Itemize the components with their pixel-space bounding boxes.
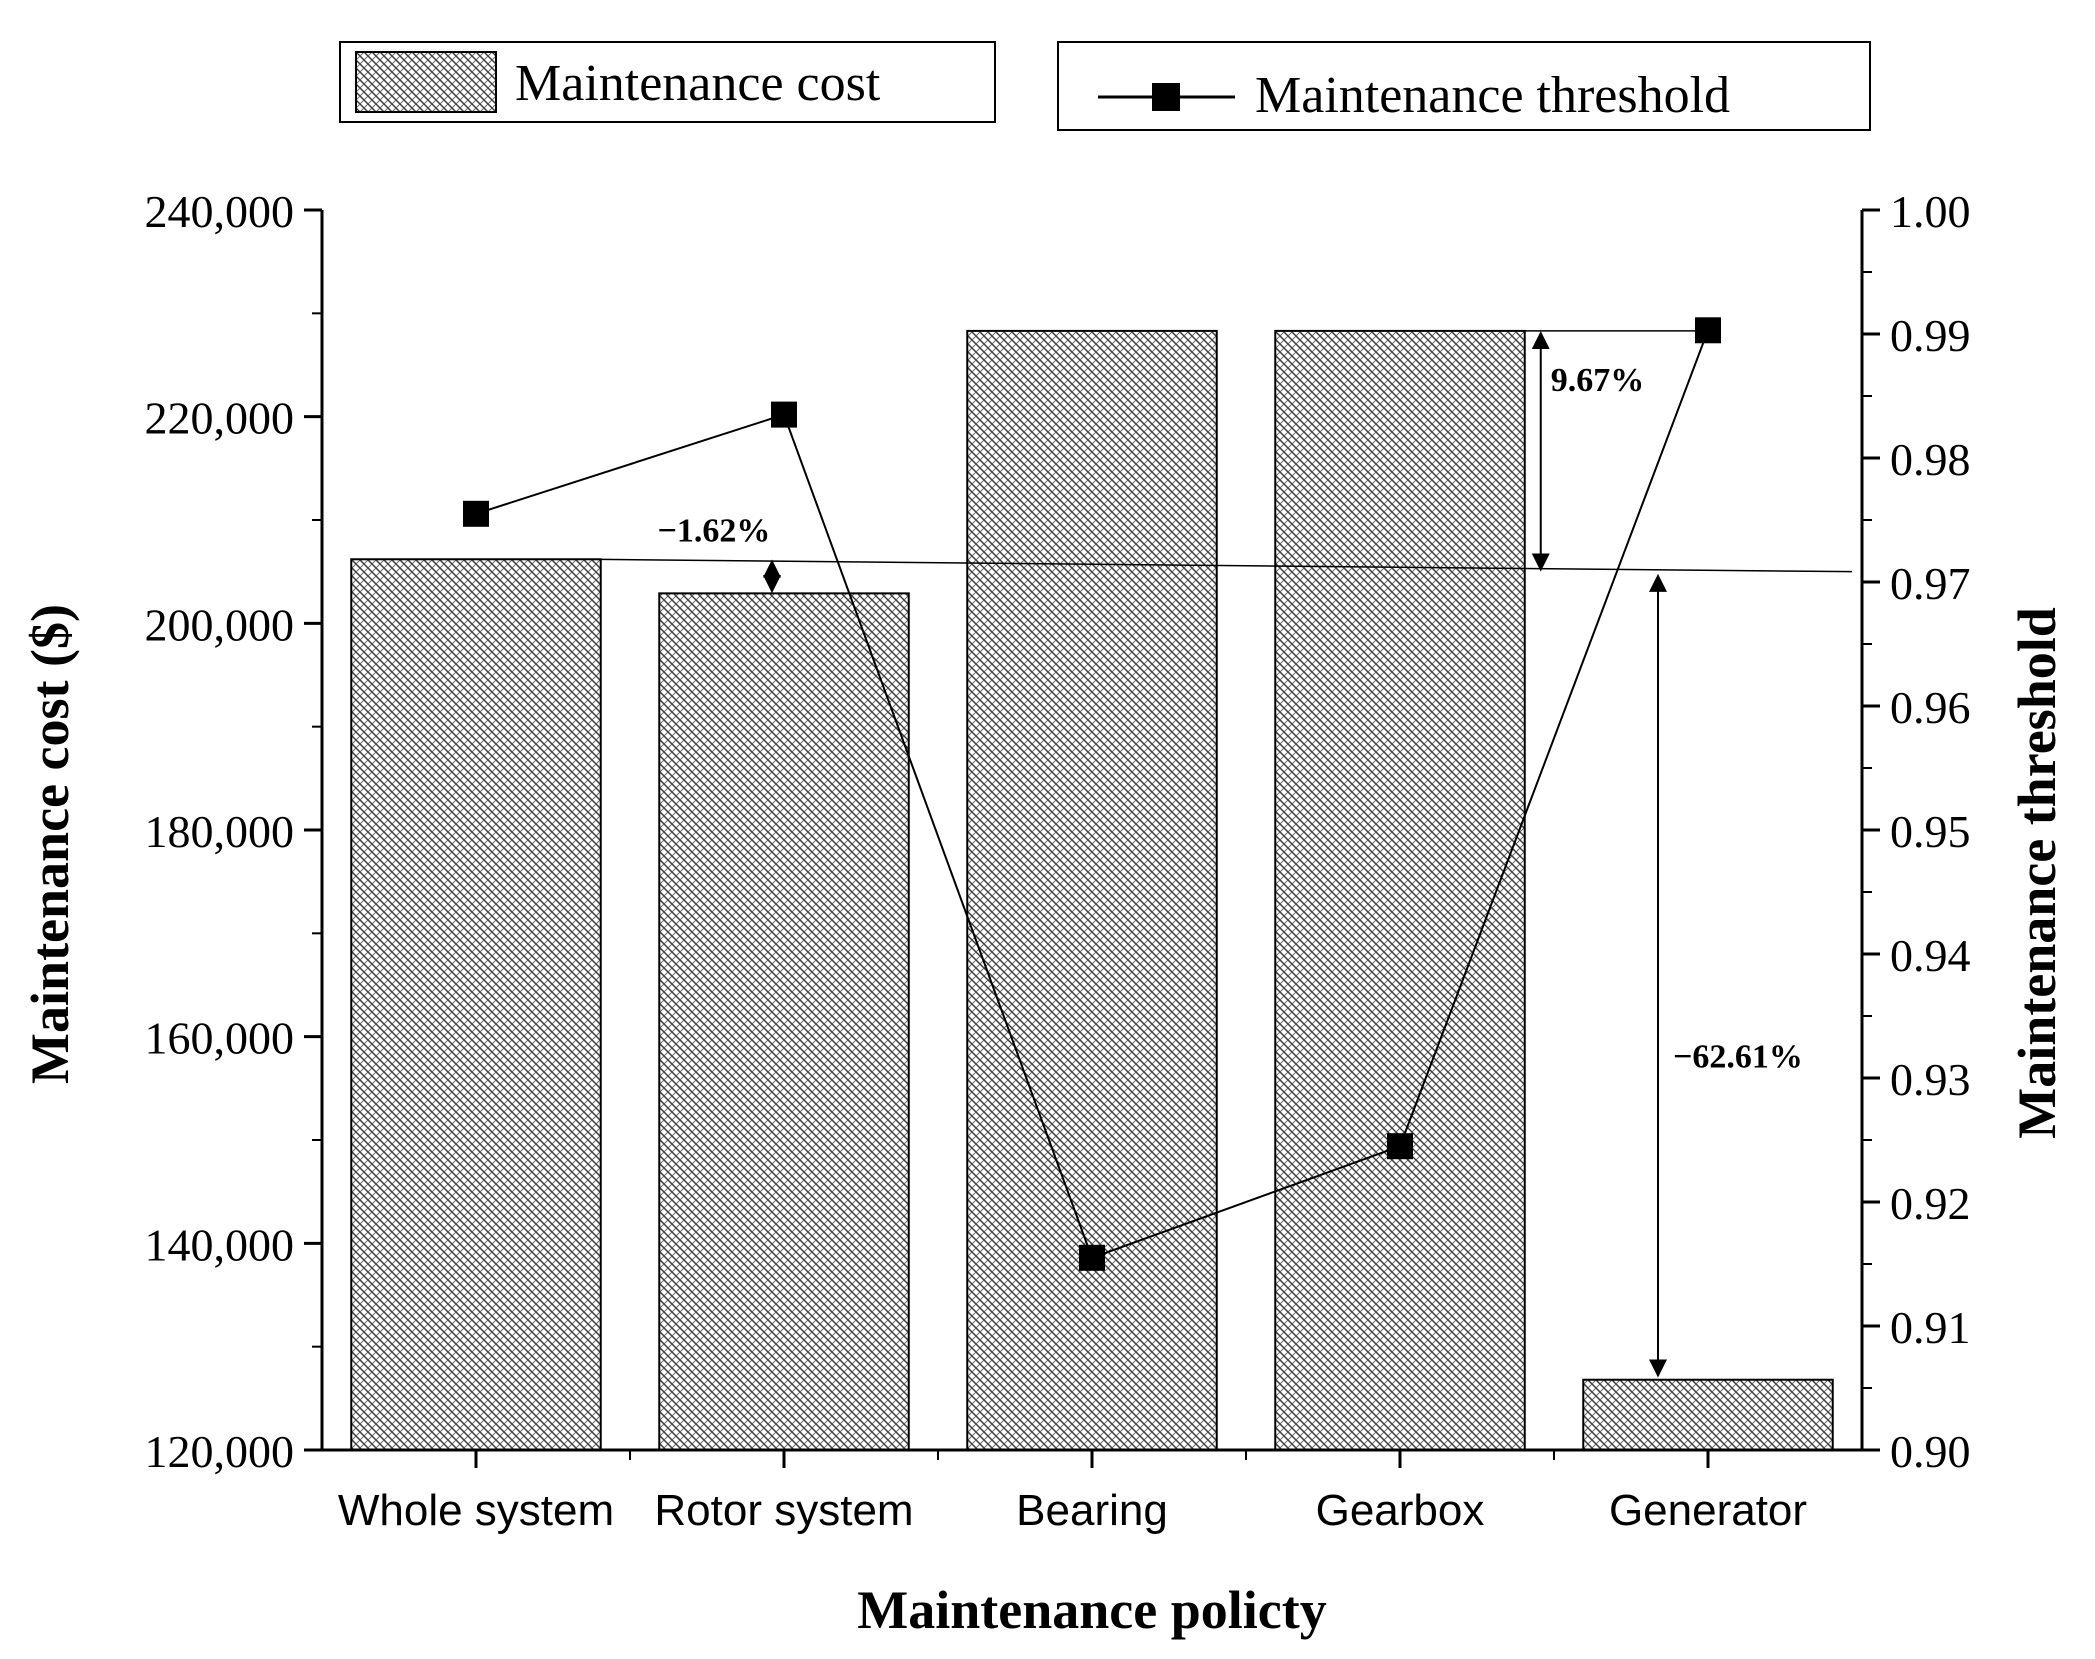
- y2-tick-label: 0.97: [1890, 558, 1971, 609]
- y2-tick-label: 0.90: [1890, 1426, 1971, 1477]
- y2-tick-label: 0.93: [1890, 1054, 1971, 1105]
- threshold-marker-4: [1387, 1133, 1413, 1160]
- x-tick-label: Rotor system: [654, 1486, 913, 1535]
- y2-tick-label: 0.91: [1890, 1302, 1971, 1353]
- axes: 120,000 140,000 160,000 180,000 200,000 220,0…: [145, 186, 1971, 1535]
- bar-4: [1274, 329, 1526, 1451]
- y-tick-label: 120,000: [145, 1426, 295, 1477]
- x-tick-label: Whole system: [338, 1486, 614, 1535]
- y-tick-label: 160,000: [145, 1013, 295, 1064]
- y2-tick-label: 0.96: [1890, 682, 1971, 733]
- y2-tick-label: 0.99: [1890, 310, 1971, 361]
- legend-swatch-bar: [355, 51, 497, 113]
- y-tick-label: 200,000: [145, 599, 295, 650]
- bar-1: [350, 558, 602, 1451]
- x-axis-title: Maintenance policty: [857, 1580, 1326, 1640]
- reference-lines: [590, 330, 1853, 573]
- x-tick-label: Bearing: [1016, 1486, 1168, 1535]
- legend-item-maintenance-cost: Maintenance cost: [339, 41, 996, 123]
- bars: [350, 329, 1834, 1451]
- y-tick-label: 180,000: [145, 806, 295, 857]
- legend: Maintenance cost Maintenance threshold: [339, 41, 1871, 131]
- annotation-rotor: −1.62%: [658, 512, 771, 549]
- y2-tick-label: 0.95: [1890, 806, 1971, 857]
- y-tick-label: 220,000: [145, 393, 295, 444]
- reference-line-baseline: [590, 558, 1853, 573]
- y2-tick-label: 0.92: [1890, 1178, 1971, 1229]
- threshold-marker-5: [1695, 317, 1721, 344]
- y2-tick-label: 0.98: [1890, 434, 1971, 485]
- threshold-marker-2: [771, 401, 797, 428]
- bar-2: [658, 592, 910, 1451]
- annotations: −1.62% 9.67% −62.61%: [658, 331, 1803, 1378]
- bar-3: [966, 329, 1218, 1451]
- annotation-gearbox: 9.67%: [1551, 362, 1645, 399]
- y2-tick-label: 0.94: [1890, 930, 1971, 981]
- threshold-series: [463, 317, 1721, 1271]
- legend-label-cost: Maintenance cost: [515, 55, 881, 112]
- y-tick-label: 140,000: [145, 1219, 295, 1270]
- threshold-marker-1: [463, 500, 489, 527]
- y2-tick-label: 1.00: [1890, 186, 1971, 237]
- x-tick-label: Generator: [1609, 1486, 1807, 1535]
- x-tick-label: Gearbox: [1316, 1486, 1485, 1535]
- legend-item-maintenance-threshold: Maintenance threshold: [1057, 41, 1871, 131]
- y-tick-label: 240,000: [145, 186, 295, 237]
- legend-swatch-marker: [1152, 83, 1180, 111]
- legend-label-threshold: Maintenance threshold: [1255, 67, 1730, 124]
- annotation-generator: −62.61%: [1673, 1039, 1803, 1076]
- y2-axis-title: Maintenance threshold: [2007, 607, 2067, 1139]
- y-axis-title: Maintenance cost ($): [20, 604, 80, 1084]
- bar-5: [1582, 1378, 1834, 1451]
- threshold-marker-3: [1079, 1244, 1105, 1271]
